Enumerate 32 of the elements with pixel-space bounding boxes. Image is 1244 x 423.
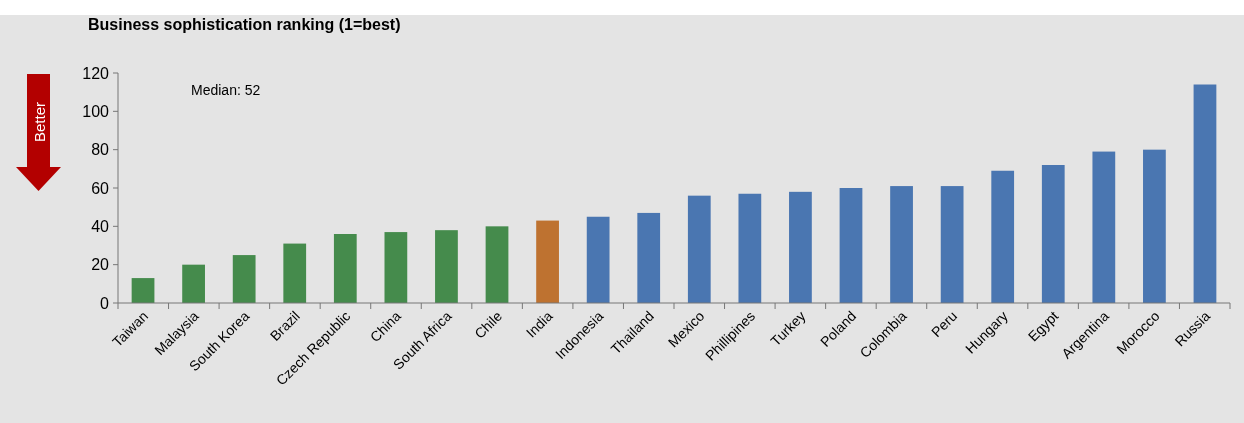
bar	[738, 193, 762, 303]
bar	[890, 186, 913, 303]
y-tick-label: 0	[100, 294, 110, 312]
bar	[1041, 165, 1065, 303]
bar	[333, 234, 357, 303]
y-tick-label: 120	[82, 64, 110, 82]
y-tick-label: 100	[82, 102, 110, 120]
bar	[789, 191, 812, 303]
y-tick-label: 40	[91, 217, 110, 235]
bar	[536, 220, 559, 303]
bar	[182, 264, 205, 303]
bar	[839, 188, 863, 303]
bar	[1143, 149, 1166, 303]
bar	[940, 186, 964, 303]
bar	[435, 230, 458, 303]
bar	[687, 195, 711, 303]
y-tick-label: 80	[91, 141, 110, 159]
bar	[637, 212, 661, 303]
chart-title: Business sophistication ranking (1=best)	[88, 16, 401, 33]
bar	[131, 278, 155, 303]
bar	[991, 170, 1015, 303]
bar	[283, 243, 307, 303]
down-arrow-icon: Better	[16, 74, 61, 191]
bar	[232, 255, 256, 303]
bar	[485, 226, 509, 303]
bar	[1193, 84, 1217, 303]
y-tick-label: 20	[91, 256, 110, 274]
annotation: Median: 52	[191, 82, 261, 98]
y-tick-label: 60	[91, 179, 110, 197]
bar	[1092, 151, 1116, 303]
bar	[586, 216, 610, 303]
bar	[384, 232, 408, 303]
